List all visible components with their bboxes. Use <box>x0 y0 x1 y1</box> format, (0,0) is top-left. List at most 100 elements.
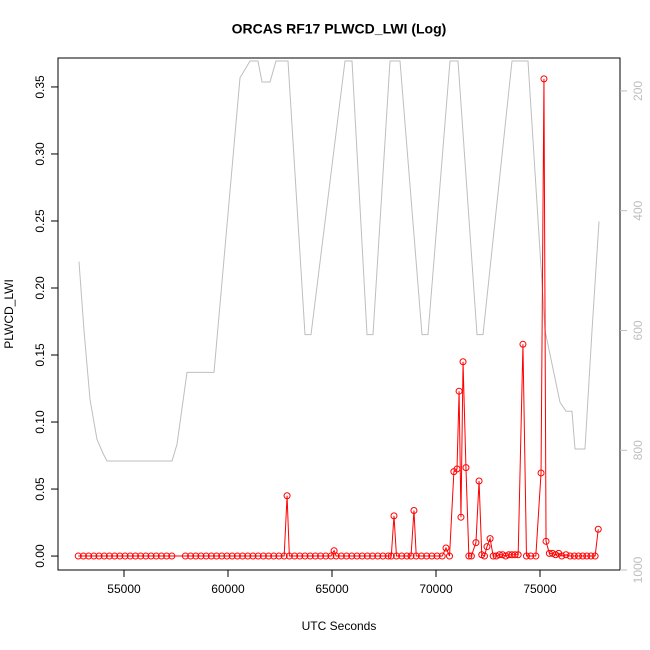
data-point <box>410 506 418 514</box>
y2-tick-label: 400 <box>631 200 645 220</box>
data-point <box>244 552 252 560</box>
x-tick-label: 65000 <box>315 582 349 596</box>
data-point <box>111 552 119 560</box>
data-point <box>384 552 392 560</box>
data-point <box>379 552 387 560</box>
data-point <box>594 525 602 533</box>
data-point <box>152 552 160 560</box>
data-point <box>457 513 465 521</box>
data-point <box>522 552 530 560</box>
data-point <box>90 552 98 560</box>
pressure-line <box>78 60 600 462</box>
x-tick-label: 70000 <box>419 582 453 596</box>
data-point <box>332 552 340 560</box>
data-point <box>197 552 205 560</box>
data-point <box>511 551 519 559</box>
data-point <box>467 552 475 560</box>
data-point <box>423 552 431 560</box>
data-point <box>168 552 176 560</box>
data-point <box>403 552 411 560</box>
data-point <box>363 552 371 560</box>
y-tick-label: 0.10 <box>33 410 47 434</box>
data-point <box>558 552 566 560</box>
data-point <box>270 552 278 560</box>
data-point <box>296 552 304 560</box>
data-point <box>213 552 221 560</box>
data-point <box>317 552 325 560</box>
x-tick-label: 60000 <box>211 582 245 596</box>
data-point <box>142 552 150 560</box>
data-point <box>591 552 599 560</box>
data-point <box>495 551 503 559</box>
data-point <box>283 492 291 500</box>
data-point <box>390 512 398 520</box>
data-point <box>527 552 535 560</box>
data-point <box>446 552 454 560</box>
data-point <box>532 552 540 560</box>
data-point <box>163 552 171 560</box>
data-point <box>369 552 377 560</box>
data-point <box>105 552 113 560</box>
data-point <box>121 552 129 560</box>
y-axis-label: PLWCD_LWI <box>2 279 16 349</box>
data-point <box>587 552 595 560</box>
y-tick-label: 0.05 <box>33 477 47 501</box>
data-point <box>552 551 560 559</box>
data-point <box>442 544 450 552</box>
data-point <box>459 358 467 366</box>
data-point <box>126 552 134 560</box>
y-tick-label: 0.20 <box>33 276 47 300</box>
data-point <box>480 552 488 560</box>
data-point <box>228 552 236 560</box>
y-tick-label: 0.00 <box>33 544 47 568</box>
data-point <box>343 552 351 560</box>
data-point <box>327 552 335 560</box>
data-point <box>116 552 124 560</box>
data-point <box>95 552 103 560</box>
y2-tick-label: 800 <box>631 440 645 460</box>
data-point <box>489 552 497 560</box>
data-point <box>337 552 345 560</box>
x-axis-label: UTC Seconds <box>302 619 377 633</box>
y-tick-label: 0.15 <box>33 343 47 367</box>
data-point <box>74 552 82 560</box>
data-point <box>475 477 483 485</box>
data-point <box>417 552 425 560</box>
data-point <box>570 552 578 560</box>
data-point <box>453 465 461 473</box>
data-point <box>79 552 87 560</box>
data-point <box>275 552 283 560</box>
data-point <box>472 539 480 547</box>
x-tick-label: 75000 <box>523 582 557 596</box>
data-point <box>562 551 570 559</box>
data-point <box>137 552 145 560</box>
data-point <box>574 552 582 560</box>
data-point <box>348 552 356 560</box>
data-point <box>249 552 257 560</box>
y-tick-label: 0.25 <box>33 209 47 233</box>
data-point <box>218 552 226 560</box>
data-point <box>483 543 491 551</box>
data-point <box>223 552 231 560</box>
data-point <box>291 552 299 560</box>
data-point <box>583 552 591 560</box>
y2-tick-label: 600 <box>631 320 645 340</box>
data-point <box>486 535 494 543</box>
data-point <box>192 552 200 560</box>
chart-title: ORCAS RF17 PLWCD_LWI (Log) <box>232 21 447 37</box>
x-tick-label: 55000 <box>107 582 141 596</box>
y2-tick-label: 1000 <box>631 556 645 583</box>
data-point <box>202 552 210 560</box>
data-point <box>392 552 400 560</box>
data-point <box>455 387 463 395</box>
data-point <box>306 552 314 560</box>
data-point <box>311 552 319 560</box>
data-point <box>285 552 293 560</box>
y2-tick-label: 200 <box>631 81 645 101</box>
data-point <box>187 552 195 560</box>
data-point <box>374 552 382 560</box>
data-point <box>259 552 267 560</box>
plot-frame <box>57 57 621 571</box>
data-point <box>280 552 288 560</box>
